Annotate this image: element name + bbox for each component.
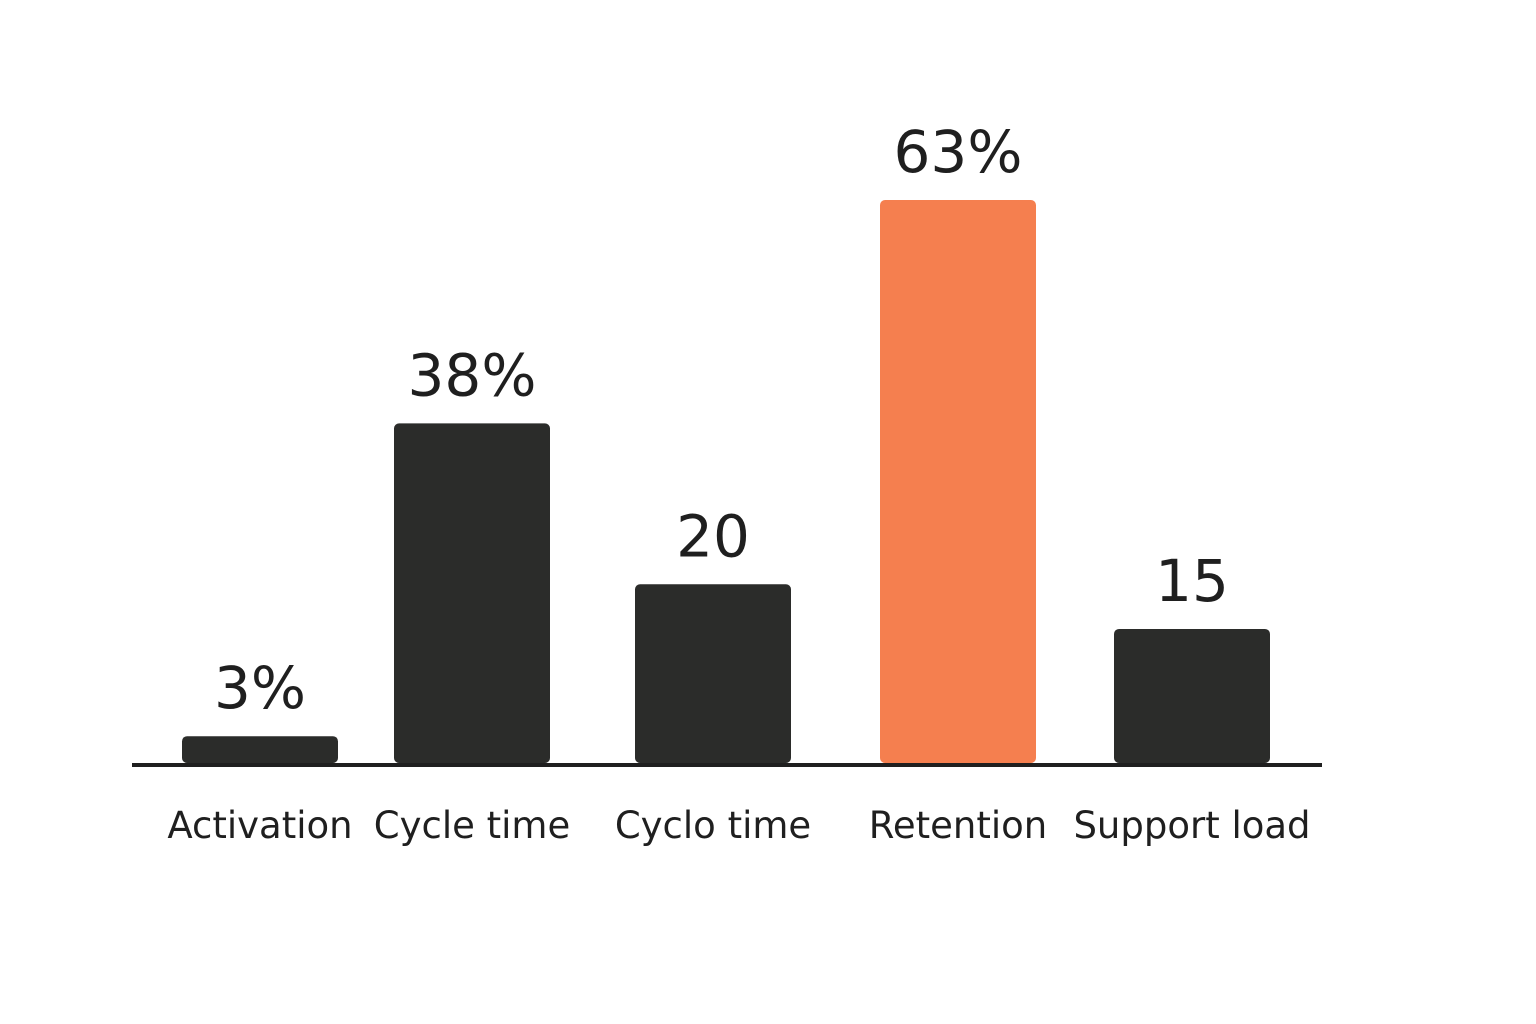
category-label: Retention [869,804,1047,847]
bar [880,200,1036,763]
value-label: 38% [408,341,537,409]
value-label: 20 [676,502,750,570]
category-label: Activation [167,804,352,847]
category-label: Cyclo time [615,804,811,847]
bar [394,423,550,763]
category-label: Support load [1073,804,1310,847]
category-label: Cycle time [374,804,570,847]
bar [1114,628,1270,763]
bar [635,584,791,763]
value-label: 3% [214,654,306,722]
value-label: 63% [894,118,1023,186]
bar [182,736,338,763]
value-label: 15 [1155,547,1229,615]
